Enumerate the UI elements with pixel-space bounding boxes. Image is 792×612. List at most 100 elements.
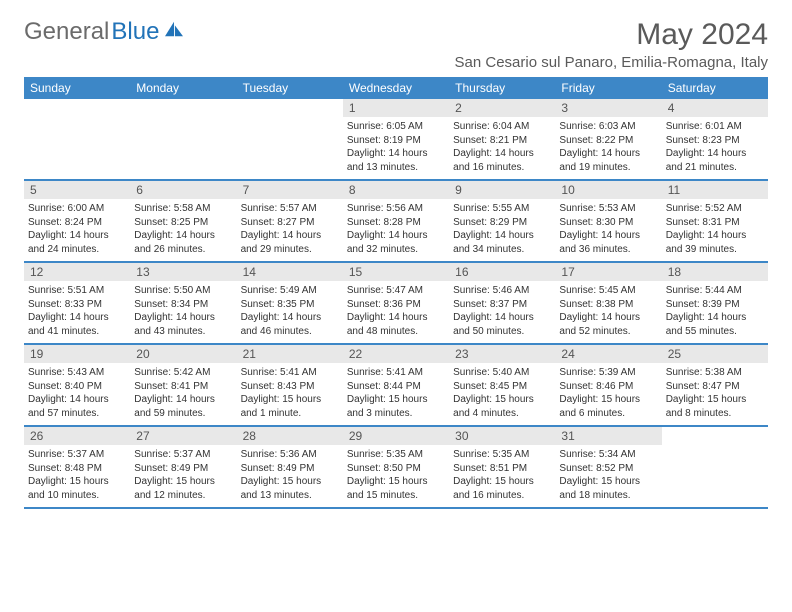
daylight-text: Daylight: 14 hours — [28, 229, 126, 243]
day-number: 12 — [24, 263, 130, 281]
day-number: 2 — [449, 99, 555, 117]
sunrise-text: Sunrise: 5:40 AM — [453, 366, 551, 380]
daylight-text: and 13 minutes. — [347, 161, 445, 175]
day-details: Sunrise: 5:47 AMSunset: 8:36 PMDaylight:… — [343, 281, 449, 343]
daylight-text: and 26 minutes. — [134, 243, 232, 257]
week-row: 26Sunrise: 5:37 AMSunset: 8:48 PMDayligh… — [24, 427, 768, 509]
title-block: May 2024 San Cesario sul Panaro, Emilia-… — [455, 18, 768, 71]
week-row: 1Sunrise: 6:05 AMSunset: 8:19 PMDaylight… — [24, 99, 768, 181]
sunrise-text: Sunrise: 5:44 AM — [666, 284, 764, 298]
sunrise-text: Sunrise: 5:36 AM — [241, 448, 339, 462]
day-number: 23 — [449, 345, 555, 363]
daylight-text: and 55 minutes. — [666, 325, 764, 339]
sunrise-text: Sunrise: 5:41 AM — [347, 366, 445, 380]
daylight-text: and 21 minutes. — [666, 161, 764, 175]
sunset-text: Sunset: 8:34 PM — [134, 298, 232, 312]
daylight-text: Daylight: 15 hours — [347, 475, 445, 489]
sunset-text: Sunset: 8:39 PM — [666, 298, 764, 312]
sunset-text: Sunset: 8:43 PM — [241, 380, 339, 394]
day-cell: 6Sunrise: 5:58 AMSunset: 8:25 PMDaylight… — [130, 181, 236, 261]
day-cell: 17Sunrise: 5:45 AMSunset: 8:38 PMDayligh… — [555, 263, 661, 343]
sunset-text: Sunset: 8:40 PM — [28, 380, 126, 394]
day-details: Sunrise: 5:37 AMSunset: 8:48 PMDaylight:… — [24, 445, 130, 507]
daylight-text: and 59 minutes. — [134, 407, 232, 421]
day-details: Sunrise: 6:05 AMSunset: 8:19 PMDaylight:… — [343, 117, 449, 179]
day-number: 30 — [449, 427, 555, 445]
day-number: 21 — [237, 345, 343, 363]
day-cell: 19Sunrise: 5:43 AMSunset: 8:40 PMDayligh… — [24, 345, 130, 425]
sunrise-text: Sunrise: 5:42 AM — [134, 366, 232, 380]
weekday-header: Tuesday — [237, 77, 343, 99]
day-details: Sunrise: 6:03 AMSunset: 8:22 PMDaylight:… — [555, 117, 661, 179]
day-details: Sunrise: 5:43 AMSunset: 8:40 PMDaylight:… — [24, 363, 130, 425]
daylight-text: and 1 minute. — [241, 407, 339, 421]
sunset-text: Sunset: 8:44 PM — [347, 380, 445, 394]
day-details: Sunrise: 5:56 AMSunset: 8:28 PMDaylight:… — [343, 199, 449, 261]
sunrise-text: Sunrise: 5:39 AM — [559, 366, 657, 380]
day-details: Sunrise: 5:45 AMSunset: 8:38 PMDaylight:… — [555, 281, 661, 343]
day-number: 5 — [24, 181, 130, 199]
daylight-text: and 6 minutes. — [559, 407, 657, 421]
sunset-text: Sunset: 8:23 PM — [666, 134, 764, 148]
day-cell: 11Sunrise: 5:52 AMSunset: 8:31 PMDayligh… — [662, 181, 768, 261]
day-cell: 5Sunrise: 6:00 AMSunset: 8:24 PMDaylight… — [24, 181, 130, 261]
sunrise-text: Sunrise: 5:55 AM — [453, 202, 551, 216]
sunset-text: Sunset: 8:38 PM — [559, 298, 657, 312]
day-number: 18 — [662, 263, 768, 281]
daylight-text: and 24 minutes. — [28, 243, 126, 257]
daylight-text: Daylight: 14 hours — [241, 311, 339, 325]
sunset-text: Sunset: 8:35 PM — [241, 298, 339, 312]
day-cell: 28Sunrise: 5:36 AMSunset: 8:49 PMDayligh… — [237, 427, 343, 507]
sunrise-text: Sunrise: 5:53 AM — [559, 202, 657, 216]
daylight-text: and 16 minutes. — [453, 161, 551, 175]
day-details: Sunrise: 6:01 AMSunset: 8:23 PMDaylight:… — [662, 117, 768, 179]
sunset-text: Sunset: 8:28 PM — [347, 216, 445, 230]
sunset-text: Sunset: 8:49 PM — [241, 462, 339, 476]
day-number: 7 — [237, 181, 343, 199]
brand-part1: General — [24, 18, 109, 46]
sunrise-text: Sunrise: 5:37 AM — [134, 448, 232, 462]
sunset-text: Sunset: 8:29 PM — [453, 216, 551, 230]
empty-day-cell — [24, 99, 130, 179]
daylight-text: Daylight: 14 hours — [347, 147, 445, 161]
sunset-text: Sunset: 8:49 PM — [134, 462, 232, 476]
sunrise-text: Sunrise: 5:35 AM — [347, 448, 445, 462]
day-details: Sunrise: 6:00 AMSunset: 8:24 PMDaylight:… — [24, 199, 130, 261]
daylight-text: Daylight: 14 hours — [559, 147, 657, 161]
sunrise-text: Sunrise: 5:46 AM — [453, 284, 551, 298]
sunset-text: Sunset: 8:31 PM — [666, 216, 764, 230]
day-number: 15 — [343, 263, 449, 281]
day-cell: 7Sunrise: 5:57 AMSunset: 8:27 PMDaylight… — [237, 181, 343, 261]
day-details: Sunrise: 5:39 AMSunset: 8:46 PMDaylight:… — [555, 363, 661, 425]
brand-part2: Blue — [111, 18, 159, 46]
sunrise-text: Sunrise: 6:00 AM — [28, 202, 126, 216]
sunrise-text: Sunrise: 5:37 AM — [28, 448, 126, 462]
daylight-text: and 4 minutes. — [453, 407, 551, 421]
daylight-text: and 34 minutes. — [453, 243, 551, 257]
day-details: Sunrise: 5:52 AMSunset: 8:31 PMDaylight:… — [662, 199, 768, 261]
sunrise-text: Sunrise: 5:58 AM — [134, 202, 232, 216]
daylight-text: and 39 minutes. — [666, 243, 764, 257]
sunrise-text: Sunrise: 5:45 AM — [559, 284, 657, 298]
day-cell: 13Sunrise: 5:50 AMSunset: 8:34 PMDayligh… — [130, 263, 236, 343]
day-number: 24 — [555, 345, 661, 363]
sunrise-text: Sunrise: 6:01 AM — [666, 120, 764, 134]
day-details: Sunrise: 5:40 AMSunset: 8:45 PMDaylight:… — [449, 363, 555, 425]
sunset-text: Sunset: 8:51 PM — [453, 462, 551, 476]
daylight-text: Daylight: 14 hours — [453, 229, 551, 243]
day-details: Sunrise: 5:37 AMSunset: 8:49 PMDaylight:… — [130, 445, 236, 507]
day-number: 29 — [343, 427, 449, 445]
day-details: Sunrise: 5:41 AMSunset: 8:43 PMDaylight:… — [237, 363, 343, 425]
sunset-text: Sunset: 8:52 PM — [559, 462, 657, 476]
header: GeneralBlue May 2024 San Cesario sul Pan… — [24, 18, 768, 71]
day-number: 4 — [662, 99, 768, 117]
day-details: Sunrise: 5:50 AMSunset: 8:34 PMDaylight:… — [130, 281, 236, 343]
day-cell: 2Sunrise: 6:04 AMSunset: 8:21 PMDaylight… — [449, 99, 555, 179]
daylight-text: Daylight: 14 hours — [453, 311, 551, 325]
day-number: 8 — [343, 181, 449, 199]
daylight-text: and 52 minutes. — [559, 325, 657, 339]
daylight-text: Daylight: 15 hours — [666, 393, 764, 407]
sunset-text: Sunset: 8:41 PM — [134, 380, 232, 394]
day-details: Sunrise: 5:36 AMSunset: 8:49 PMDaylight:… — [237, 445, 343, 507]
daylight-text: and 15 minutes. — [347, 489, 445, 503]
